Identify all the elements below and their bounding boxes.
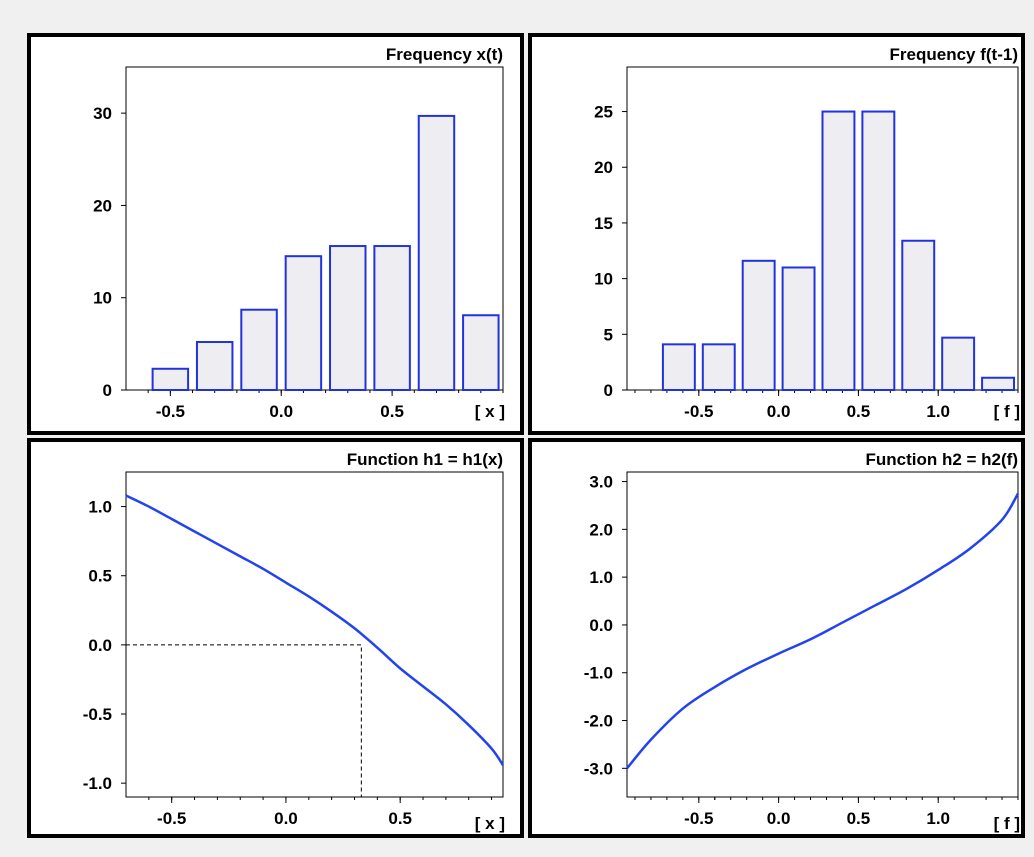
histogram-bar <box>861 110 896 391</box>
histogram-bar <box>981 376 1016 392</box>
y-tick-label: 25 <box>594 103 613 122</box>
x-tick-label: 1.0 <box>926 402 950 421</box>
y-tick-label: 3.0 <box>589 473 613 492</box>
function-h1-panel: Function h1 = h1(x) [ x ] -1.0 -0.5 0.0 0.5… <box>83 450 505 833</box>
function-h2-panel: Function h2 = h2(f) [ f ] -3.0 -2.0 -1.0 0.… <box>584 450 1020 833</box>
panel-title: Frequency f(t-1) <box>890 45 1018 64</box>
x-axis-label: [ f ] <box>994 814 1020 833</box>
y-tick-label: 0.0 <box>88 636 112 655</box>
y-tick-label: -1.0 <box>83 774 112 793</box>
x-tick-label: 0.0 <box>274 809 298 828</box>
function-curve <box>125 494 505 766</box>
y-tick-label: 20 <box>93 196 112 215</box>
histogram-f-panel: Frequency f(t-1) [ f ] 0 5 10 15 20 25 -0.5 0.0… <box>594 45 1020 421</box>
y-tick-label: 5 <box>604 325 613 344</box>
panel-title: Function h2 = h2(f) <box>865 450 1018 469</box>
histogram-bar <box>417 114 456 391</box>
histogram-bar <box>373 245 411 391</box>
plot-area <box>125 471 504 798</box>
histogram-bar <box>781 266 816 391</box>
x-tick-label: -0.5 <box>156 402 185 421</box>
histogram-bar <box>821 110 856 391</box>
x-tick-label: 0.0 <box>767 809 791 828</box>
y-tick-label: -3.0 <box>584 759 613 778</box>
histogram-bar <box>901 239 936 391</box>
y-tick-label: -0.5 <box>83 705 112 724</box>
y-tick-label: 30 <box>93 104 112 123</box>
histogram-bar <box>151 367 190 392</box>
x-axis-label: [ x ] <box>475 814 505 833</box>
plot-area <box>626 471 1019 798</box>
y-tick-label: 0.0 <box>589 616 613 635</box>
y-tick-label: 0 <box>103 381 112 400</box>
y-tick-label: 10 <box>594 270 613 289</box>
x-axis-label: [ f ] <box>994 402 1020 421</box>
x-tick-label: 0.5 <box>388 809 412 828</box>
histogram-bar <box>329 245 367 391</box>
histogram-bar <box>462 314 500 391</box>
y-tick-label: 20 <box>594 158 613 177</box>
histogram-bar <box>701 343 736 391</box>
x-tick-label: 1.0 <box>926 809 950 828</box>
y-tick-label: -2.0 <box>584 712 613 731</box>
histogram-bar <box>240 308 278 391</box>
y-tick-label: 1.0 <box>589 568 613 587</box>
x-tick-label: -0.5 <box>684 809 713 828</box>
x-tick-label: -0.5 <box>157 809 186 828</box>
histogram-bar <box>195 341 234 391</box>
panel-frame-bottom-right <box>528 438 1025 838</box>
x-tick-label: 0.5 <box>380 402 404 421</box>
y-tick-label: 0 <box>604 381 613 400</box>
y-tick-label: -1.0 <box>584 664 613 683</box>
y-tick-label: 1.0 <box>88 498 112 517</box>
x-axis-label: [ x ] <box>475 402 505 421</box>
x-tick-label: 0.5 <box>847 809 871 828</box>
x-tick-label: 0.5 <box>847 402 871 421</box>
histogram-bar <box>661 343 696 391</box>
histogram-bar <box>284 255 323 391</box>
panel-frame-top-right <box>528 33 1025 435</box>
y-tick-label: 15 <box>594 214 613 233</box>
histogram-bar <box>741 259 776 391</box>
histogram-x-panel: Frequency x(t) [ x ] 0 10 20 30 -0.5 0.0 0.5 <box>93 45 505 421</box>
y-tick-label: 2.0 <box>589 520 613 539</box>
histogram-bar <box>941 336 976 392</box>
y-tick-label: 0.5 <box>88 567 112 586</box>
x-tick-label: 0.0 <box>767 402 791 421</box>
panel-title: Function h1 = h1(x) <box>347 450 503 469</box>
y-tick-label: 10 <box>93 289 112 308</box>
reference-guide-line <box>126 644 362 797</box>
x-tick-label: 0.0 <box>269 402 293 421</box>
x-tick-label: -0.5 <box>684 402 713 421</box>
panel-title: Frequency x(t) <box>386 45 503 64</box>
panel-frame-bottom-left <box>27 438 524 838</box>
function-curve <box>626 492 1020 770</box>
